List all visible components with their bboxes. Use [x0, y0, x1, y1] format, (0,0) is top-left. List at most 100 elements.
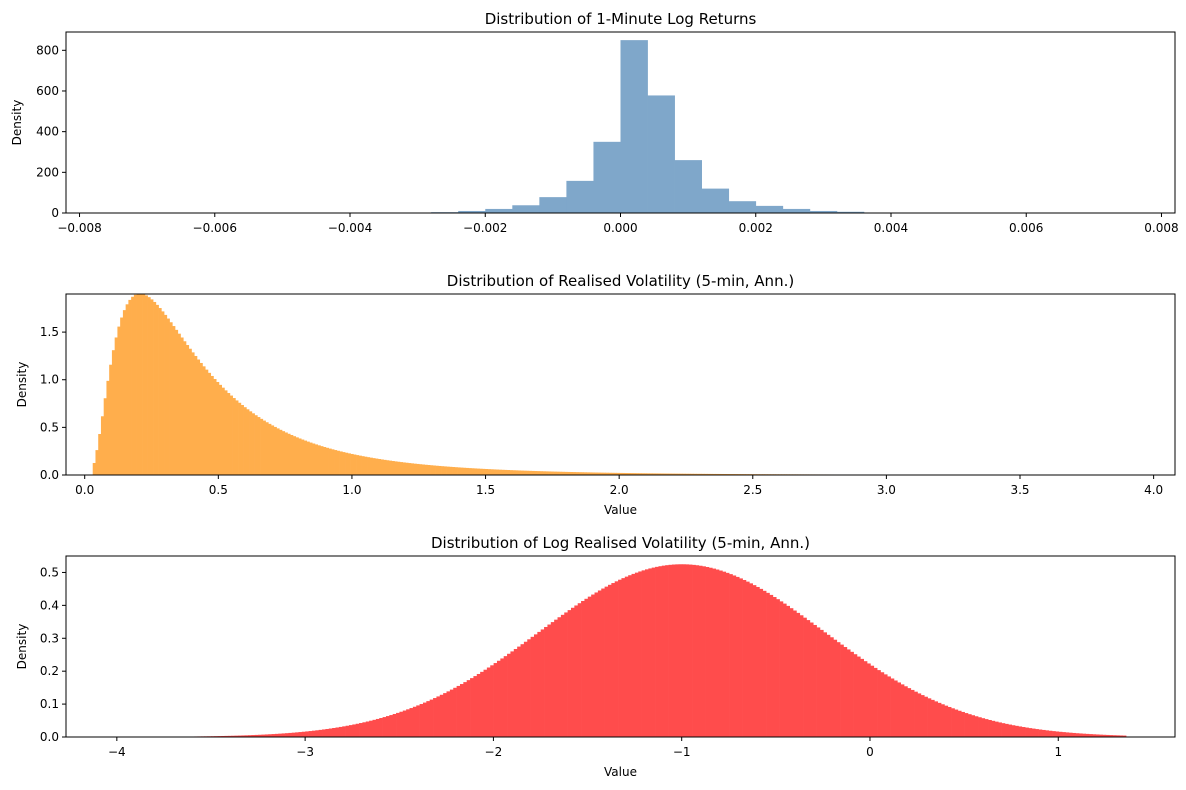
histogram-bar	[199, 362, 203, 475]
histogram-bar	[1008, 724, 1013, 737]
x-axis-label: Value	[604, 765, 637, 779]
histogram-bar	[782, 603, 787, 737]
histogram-bar	[241, 735, 246, 737]
histogram-bar	[385, 716, 390, 737]
histogram-bar	[372, 719, 377, 737]
histogram-bar	[994, 721, 999, 737]
histogram-bar	[1052, 731, 1056, 737]
histogram-bar	[322, 729, 326, 737]
histogram-bars	[92, 294, 1026, 475]
histogram-bar	[348, 725, 353, 737]
histogram-bar	[877, 670, 881, 737]
histogram-bar	[320, 446, 324, 475]
histogram-bar	[117, 326, 121, 475]
histogram-bar	[234, 735, 239, 737]
histogram-bar	[1001, 723, 1006, 737]
histogram-bar	[342, 452, 346, 475]
histogram-bar	[268, 423, 272, 475]
histogram-bar	[527, 639, 531, 737]
histogram-bar	[188, 348, 192, 475]
histogram-bar	[661, 565, 666, 737]
histogram-bar	[410, 463, 414, 475]
histogram-bar	[729, 574, 733, 737]
histogram-bar	[910, 689, 915, 737]
histogram-bar	[560, 614, 565, 737]
histogram-bar	[325, 728, 330, 737]
histogram-bar	[620, 40, 648, 213]
histogram-bar	[500, 658, 505, 737]
histogram-bar	[133, 294, 137, 475]
histogram-bar	[693, 473, 697, 475]
histogram-bar	[402, 710, 407, 737]
axes-frame	[65, 555, 1176, 738]
x-tick-label: −3	[296, 745, 314, 759]
histogram-bar	[593, 141, 621, 213]
y-tick-label: 0.2	[40, 664, 59, 678]
y-tick-label: 0.4	[40, 598, 59, 612]
histogram-bar	[964, 713, 969, 737]
histogram-bar	[742, 579, 747, 737]
histogram-bar	[1018, 726, 1023, 737]
histogram-bar	[421, 464, 425, 475]
histogram-bar	[679, 473, 683, 475]
histogram-bar	[347, 453, 351, 475]
histogram-bar	[666, 473, 670, 475]
histogram-bar	[846, 649, 851, 737]
histogram-bar	[574, 605, 579, 737]
chart-panel-1: −0.008 −0.006 −0.004 −0.002 0.000 0.002 0.004 0…	[10, 10, 1179, 235]
chart-title: Distribution of 1-Minute Log Returns	[485, 10, 757, 28]
histogram-bar	[244, 735, 249, 737]
y-tick-label: 0.0	[40, 730, 59, 744]
histogram-bar	[611, 583, 616, 737]
histogram-bar	[251, 735, 256, 737]
histogram-bar	[1089, 734, 1093, 737]
histogram-bar	[873, 667, 878, 737]
histogram-bar	[646, 473, 650, 475]
histogram-bar	[843, 647, 848, 737]
histogram-bar	[581, 600, 585, 737]
histogram-bar	[150, 299, 154, 475]
histogram-bar	[517, 470, 521, 475]
histogram-bar	[106, 380, 110, 475]
histogram-bar	[224, 390, 228, 475]
histogram-bar	[1095, 734, 1100, 737]
histogram-bar	[361, 456, 365, 475]
chart-panel-2: 0.0 0.5 1.0 1.5 2.0 2.5 3.0 3.5 4.0 0.0 0.5 1.0 1.5 D…	[15, 272, 1176, 517]
histogram-bar	[323, 447, 327, 475]
histogram-bar	[345, 725, 350, 737]
histogram-bar	[235, 400, 239, 475]
histogram-bar	[675, 564, 679, 737]
histogram-bar	[954, 709, 959, 737]
histogram-bar	[369, 457, 373, 475]
histogram-bar	[696, 473, 700, 475]
histogram-bar	[504, 469, 508, 475]
histogram-bar	[604, 586, 609, 737]
histogram-bar	[1031, 728, 1036, 737]
histogram-bar	[671, 473, 675, 475]
histogram-bar	[709, 473, 713, 475]
histogram-bar	[570, 607, 575, 737]
histogram-bar	[109, 364, 113, 475]
histogram-bar	[819, 629, 824, 737]
histogram-bar	[567, 471, 571, 475]
histogram-bar	[578, 472, 582, 475]
histogram-bar	[690, 473, 694, 475]
histogram-bar	[284, 432, 288, 475]
histogram-bar	[172, 326, 176, 475]
histogram-bar	[291, 732, 296, 737]
histogram-bar	[630, 473, 634, 475]
histogram-bar	[213, 379, 217, 475]
histogram-bar	[520, 470, 524, 475]
histogram-bar	[262, 420, 266, 475]
histogram-bar	[809, 622, 814, 737]
histogram-bar	[641, 473, 645, 475]
histogram-bar	[634, 572, 639, 737]
histogram-bars	[116, 564, 1127, 737]
histogram-bar	[408, 463, 412, 475]
histogram-bar	[575, 472, 579, 475]
histogram-bar	[432, 465, 436, 475]
histogram-bar	[249, 411, 253, 475]
histogram-bar	[613, 472, 617, 475]
histogram-bar	[739, 578, 743, 737]
histogram-bar	[732, 575, 737, 737]
